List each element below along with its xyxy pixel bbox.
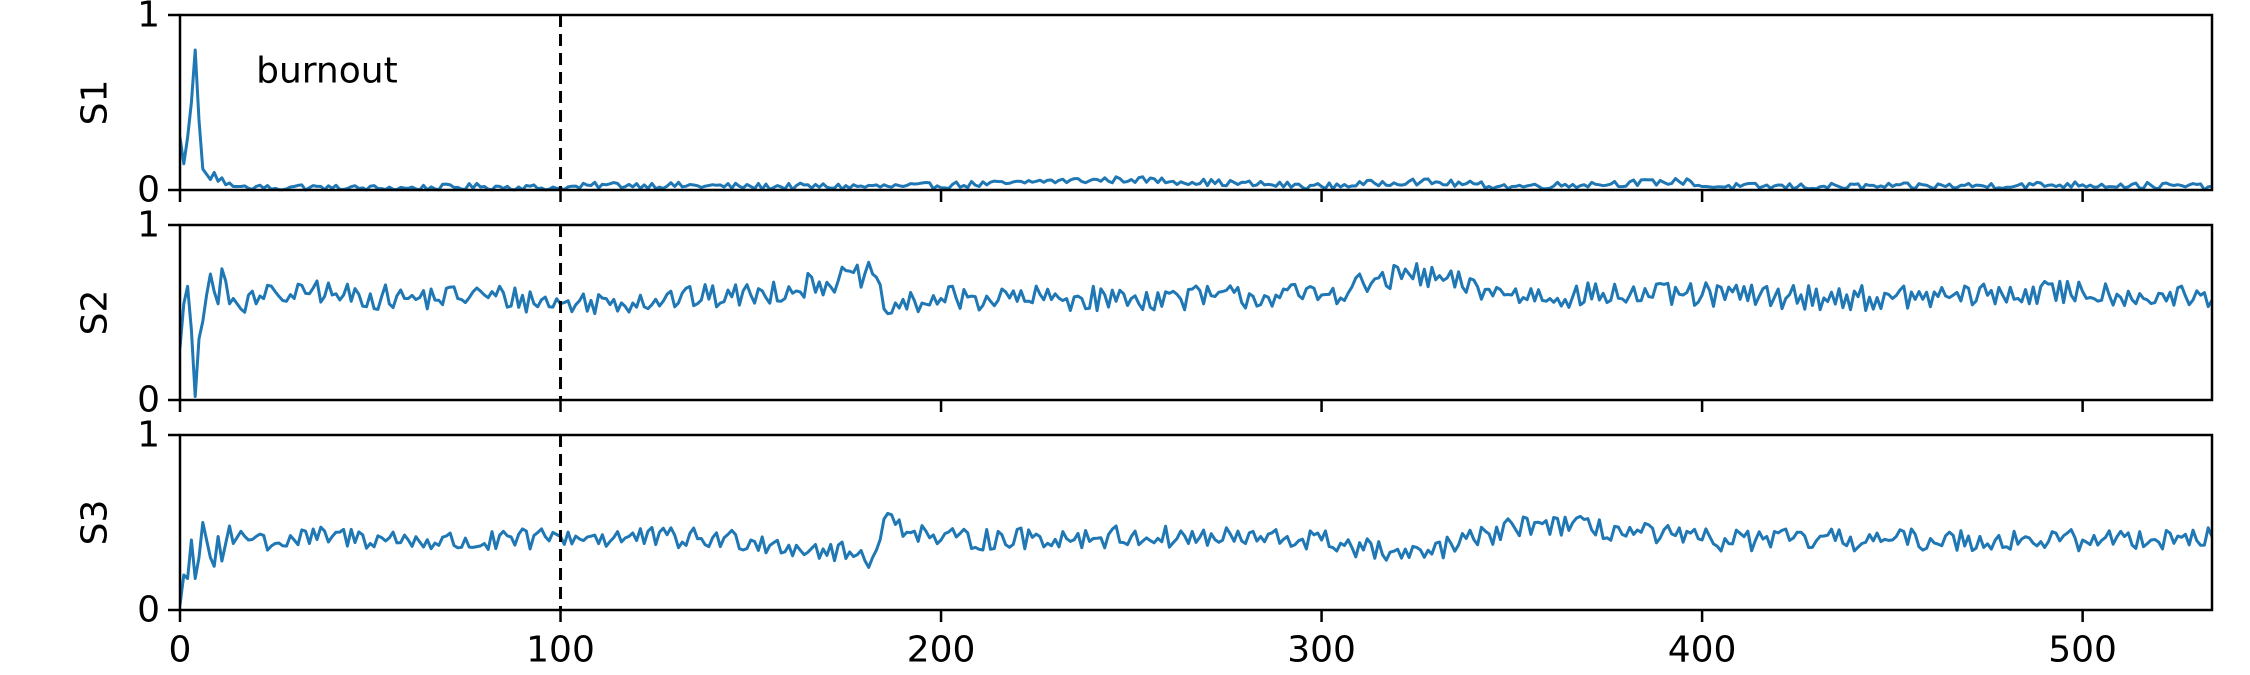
x-tick-label: 300 xyxy=(1287,630,1356,671)
burnout-annotation: burnout xyxy=(256,51,398,92)
panel-frame xyxy=(178,13,2214,192)
y-tick-label: 0 xyxy=(137,590,160,631)
y-tick-label: 1 xyxy=(137,205,160,246)
y-tick-label: 0 xyxy=(137,170,160,211)
panel-s2: 0 1 S2 xyxy=(75,205,2214,421)
x-axis: 0 100 200 300 400 500 xyxy=(169,630,2117,671)
series-line-s1 xyxy=(180,48,2212,192)
y-tick-label: 1 xyxy=(137,415,160,456)
x-tick-label: 0 xyxy=(169,630,192,671)
y-tick-label: 1 xyxy=(137,0,160,36)
x-tick-label: 200 xyxy=(907,630,976,671)
panel-frame xyxy=(178,223,2214,402)
x-tick-label: 500 xyxy=(2048,630,2117,671)
y-tick-label: 0 xyxy=(137,380,160,421)
x-tick-label: 100 xyxy=(526,630,595,671)
x-tick-label: 400 xyxy=(1668,630,1737,671)
panel-frame xyxy=(178,433,2214,612)
y-axis-title: S1 xyxy=(75,80,116,126)
panel-s1: 0 1 S1 burnout xyxy=(75,0,2214,211)
series-line-s3 xyxy=(180,511,2212,607)
y-axis-title: S3 xyxy=(75,500,116,546)
panel-s3: 0 1 S3 xyxy=(75,415,2214,631)
series-line-s2 xyxy=(180,260,2212,398)
y-axis-title: S2 xyxy=(75,290,116,336)
